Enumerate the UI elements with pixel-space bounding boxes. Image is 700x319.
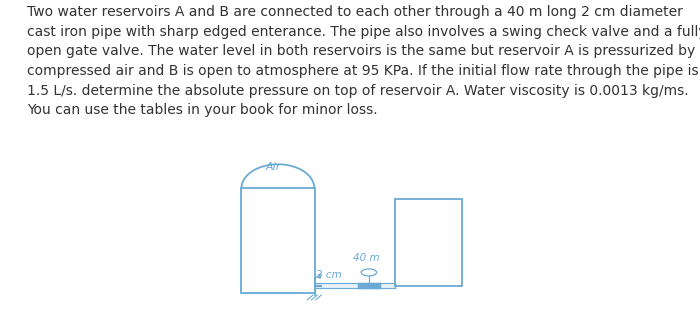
Text: Air: Air [265, 162, 281, 173]
Text: 2 cm: 2 cm [316, 270, 342, 279]
Text: Two water reservoirs A and B are connected to each other through a 40 m long 2 c: Two water reservoirs A and B are connect… [27, 5, 700, 117]
Bar [395, 199, 462, 286]
Bar [241, 188, 315, 293]
Text: 40 m: 40 m [353, 253, 379, 263]
